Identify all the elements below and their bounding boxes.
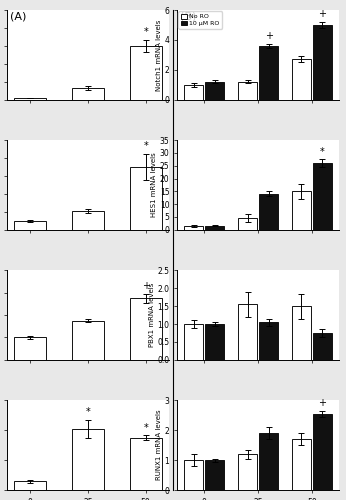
Text: +: +	[142, 281, 150, 291]
Text: *: *	[143, 141, 148, 151]
Legend: No RO, 10 µM RO: No RO, 10 µM RO	[178, 11, 222, 28]
Text: *: *	[320, 146, 325, 156]
Bar	[130, 298, 162, 360]
Bar	[184, 226, 203, 230]
Bar	[292, 60, 311, 100]
Text: *: *	[143, 422, 148, 432]
Bar	[72, 428, 104, 490]
Text: +: +	[318, 10, 326, 20]
Bar	[259, 194, 278, 230]
Bar	[259, 322, 278, 360]
Bar	[292, 439, 311, 490]
Bar	[184, 324, 203, 360]
Bar	[259, 433, 278, 490]
Bar	[206, 226, 224, 230]
Bar	[238, 218, 257, 230]
Text: *: *	[85, 407, 90, 417]
Bar	[313, 333, 332, 360]
Y-axis label: PBX1 mRNA levels: PBX1 mRNA levels	[148, 283, 155, 347]
Bar	[130, 438, 162, 490]
Bar	[184, 460, 203, 490]
Bar	[206, 460, 224, 490]
Bar	[72, 88, 104, 100]
Text: +: +	[265, 31, 273, 41]
Text: *: *	[143, 27, 148, 37]
Bar	[206, 82, 224, 100]
Y-axis label: RUNX1 mRNA levels: RUNX1 mRNA levels	[156, 410, 162, 480]
Text: (A): (A)	[10, 12, 27, 22]
Bar	[313, 25, 332, 100]
Bar	[72, 320, 104, 360]
Bar	[259, 46, 278, 100]
Bar	[238, 304, 257, 360]
Bar	[130, 167, 162, 230]
Bar	[72, 211, 104, 230]
Bar	[313, 163, 332, 230]
Bar	[14, 481, 46, 490]
Bar	[292, 192, 311, 230]
Y-axis label: Notch1 mRNA levels: Notch1 mRNA levels	[156, 19, 162, 90]
Text: (B): (B)	[180, 12, 197, 22]
Bar	[206, 324, 224, 360]
Bar	[14, 338, 46, 360]
Text: +: +	[318, 398, 326, 408]
Bar	[313, 414, 332, 490]
Bar	[130, 46, 162, 100]
Bar	[14, 221, 46, 230]
Bar	[184, 85, 203, 100]
Bar	[238, 454, 257, 490]
Y-axis label: HES1 mRNA levels: HES1 mRNA levels	[151, 152, 157, 218]
Bar	[14, 98, 46, 100]
Bar	[292, 306, 311, 360]
Bar	[238, 82, 257, 100]
